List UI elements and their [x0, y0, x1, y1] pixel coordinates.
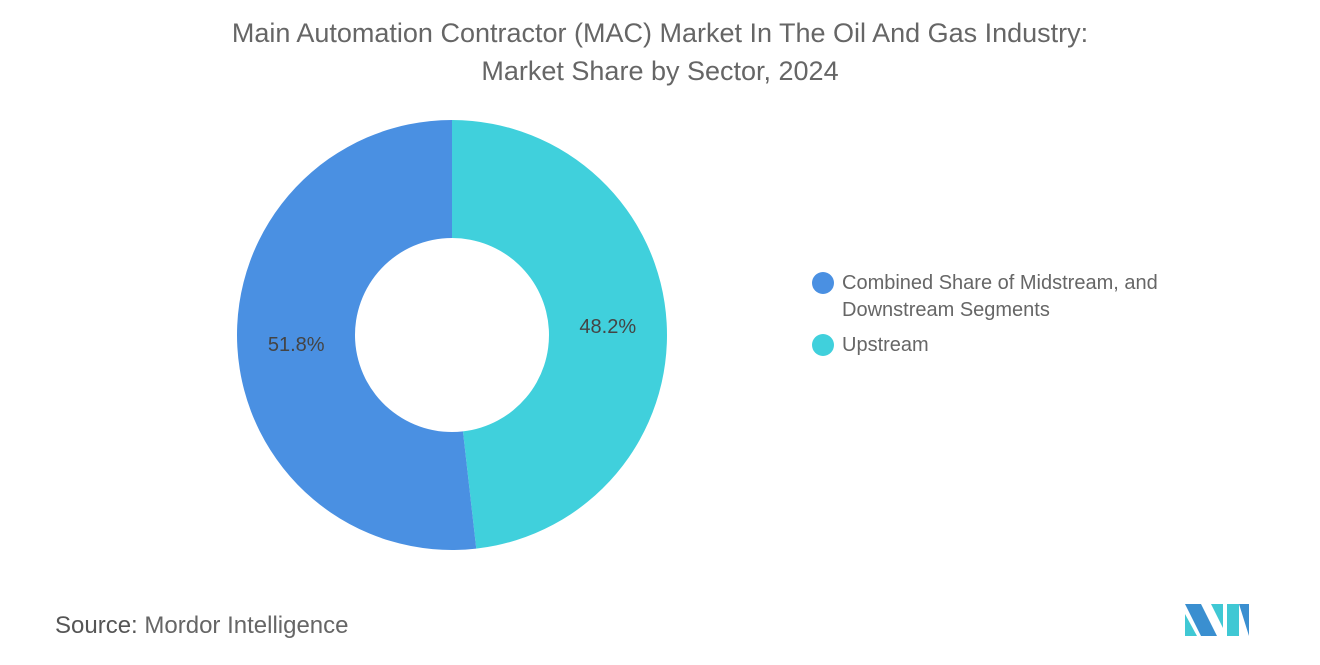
data-label-upstream: 48.2% — [579, 316, 636, 338]
title-line-2: Market Share by Sector, 2024 — [481, 56, 839, 86]
source-note: Source: Mordor Intelligence — [55, 612, 349, 640]
legend-item-midstream-downstream[interactable]: Combined Share of Midstream, and Downstr… — [812, 270, 1212, 324]
legend-swatch — [812, 334, 834, 356]
legend-label: Combined Share of Midstream, and Downstr… — [842, 272, 1158, 321]
legend: Combined Share of Midstream, and Downstr… — [812, 270, 1212, 367]
mordor-logo-icon — [1185, 604, 1249, 636]
source-value: Mordor Intelligence — [144, 612, 349, 639]
legend-item-upstream[interactable]: Upstream — [812, 332, 1212, 359]
donut-slice-upstream — [452, 120, 667, 549]
data-label-midstream-downstream: 51.8% — [268, 334, 325, 356]
chart-title: Main Automation Contractor (MAC) Market … — [0, 14, 1320, 90]
donut-slice-midstream-downstream — [236, 120, 477, 551]
legend-label: Upstream — [842, 334, 929, 356]
title-line-1: Main Automation Contractor (MAC) Market … — [231, 18, 1089, 48]
source-label: Source: — [55, 612, 138, 639]
legend-swatch — [812, 272, 834, 294]
